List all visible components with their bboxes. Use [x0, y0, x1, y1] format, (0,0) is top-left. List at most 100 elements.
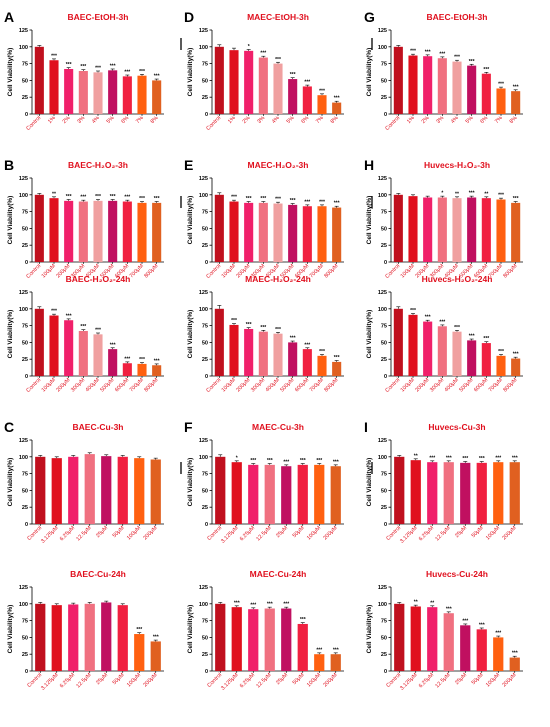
bar [248, 609, 259, 671]
significance-label: *** [80, 195, 86, 201]
category-label: 700μM [129, 263, 146, 280]
bar [410, 606, 421, 671]
chart-title: BAEC-Cu-3h [73, 422, 124, 432]
category-label: 8% [509, 115, 519, 125]
y-tick-label: 0 [25, 522, 28, 528]
y-tick-label: 50 [381, 488, 387, 494]
y-tick-label: 100 [378, 602, 387, 608]
category-label: 200μM [55, 377, 72, 394]
bar [84, 603, 95, 671]
category-label: 50μM [292, 672, 306, 686]
bar [423, 56, 433, 114]
significance-label: *** [513, 196, 519, 202]
category-label: 600μM [294, 377, 311, 394]
significance-label: *** [483, 67, 489, 73]
significance-label: *** [425, 49, 431, 55]
chart-panel-9: Huvecs-H₂O₂-24h Cell Viability(%) 0 25 50 75 1… [366, 274, 523, 394]
chart-title: MAEC-EtOH-3h [247, 12, 309, 22]
y-tick-label: 0 [205, 374, 208, 380]
bar [481, 73, 491, 114]
y-tick-label: 100 [378, 193, 387, 199]
significance-label: *** [512, 455, 518, 461]
panel-letter: C [4, 419, 14, 435]
y-tick-label: 50 [22, 226, 28, 232]
significance-label: *** [154, 358, 160, 364]
bar [509, 462, 520, 524]
significance-label: *** [495, 631, 501, 637]
bar [332, 207, 342, 262]
bar [117, 605, 128, 671]
significance-label: *** [66, 194, 72, 200]
y-tick-label: 25 [202, 652, 208, 658]
significance-label: *** [513, 84, 519, 90]
bar [332, 102, 342, 114]
y-axis-label: Cell Viability(%) [366, 605, 373, 654]
bar [231, 607, 242, 671]
category-label: 7% [135, 115, 145, 125]
bar [49, 60, 59, 114]
chart-title: BAEC-Cu-24h [70, 569, 126, 579]
category-label: 25μM [95, 672, 109, 686]
significance-label: ** [414, 600, 418, 606]
bar [460, 625, 471, 671]
significance-label: *** [319, 199, 325, 205]
y-tick-label: 100 [199, 455, 208, 461]
y-axis-label: Cell Viability(%) [366, 458, 373, 507]
bar [214, 46, 224, 114]
chart-title: BAEC-H₂O₂-3h [68, 160, 128, 170]
chart-panel-4: B BAEC-H₂O₂-3h Cell Viability(%) 0 25 50 75 100… [4, 157, 164, 280]
y-tick-label: 50 [381, 340, 387, 346]
bar [35, 603, 46, 671]
bar [288, 342, 298, 376]
category-label: 12.5μM [75, 525, 93, 543]
significance-label: *** [439, 51, 445, 57]
significance-label: ** [430, 600, 434, 606]
category-label: 3% [76, 115, 86, 125]
significance-label: *** [469, 59, 475, 65]
y-tick-label: 0 [205, 112, 208, 118]
category-label: 800μM [502, 263, 519, 280]
y-tick-label: 25 [22, 95, 28, 101]
category-label: 1% [406, 115, 416, 125]
panel-letter: D [184, 9, 194, 25]
category-label: 800μM [143, 377, 160, 394]
bar [108, 70, 118, 114]
significance-label: *** [304, 199, 310, 205]
significance-label: *** [316, 458, 322, 464]
y-axis-label: Cell Viability(%) [187, 458, 194, 507]
category-label: 3.125μM [220, 525, 240, 545]
category-label: 50μM [292, 525, 306, 539]
significance-label: * [248, 44, 250, 50]
bar [229, 50, 239, 114]
category-label: 12.5μM [255, 672, 273, 690]
significance-label: *** [479, 456, 485, 462]
significance-label: *** [80, 324, 86, 330]
y-tick-label: 0 [25, 374, 28, 380]
category-label: 400μM [85, 377, 102, 394]
significance-label: *** [234, 600, 240, 606]
category-label: 100μM [306, 672, 323, 689]
significance-label: *** [260, 196, 266, 202]
bar [437, 58, 447, 114]
y-tick-label: 125 [378, 176, 387, 182]
category-label: 6.25μM [418, 525, 436, 543]
category-label: 1% [47, 115, 57, 125]
significance-label: *** [498, 193, 504, 199]
y-tick-label: 75 [202, 619, 208, 625]
significance-label: *** [124, 70, 130, 76]
bar [258, 202, 268, 262]
y-tick-label: 0 [205, 260, 208, 266]
significance-label: *** [154, 74, 160, 80]
significance-label: *** [446, 455, 452, 461]
bar [101, 456, 112, 524]
category-label: 100μM [126, 672, 143, 689]
bar [35, 456, 46, 524]
chart-title: MAEC-Cu-3h [252, 422, 304, 432]
chart-panel-14: MAEC-Cu-24h Cell Viability(%) 0 25 50 75 100 12… [187, 569, 344, 692]
chart-panel-1: A BAEC-EtOH-3h Cell Viability(%) 0 25 50 75 100… [4, 9, 164, 132]
y-tick-label: 75 [22, 472, 28, 478]
y-tick-label: 50 [22, 635, 28, 641]
bar [330, 466, 341, 524]
chart-title: BAEC-EtOH-3h [427, 12, 488, 22]
category-label: 6% [300, 115, 310, 125]
